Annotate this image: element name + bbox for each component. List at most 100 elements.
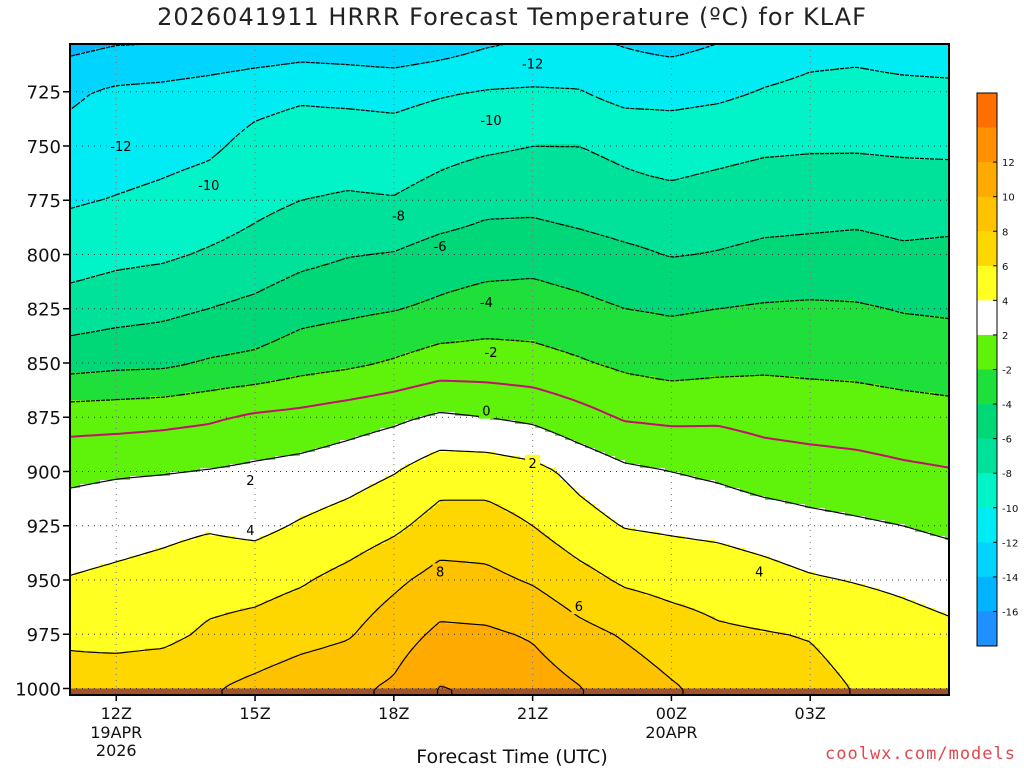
shade-cell: [520, 116, 526, 121]
shade-cell: [375, 132, 381, 137]
shade-cell: [435, 148, 441, 153]
shade-cell: [815, 108, 821, 113]
shade-cell: [105, 56, 111, 61]
shade-cell: [820, 52, 826, 57]
shade-cell: [385, 144, 391, 149]
shade-cell: [355, 128, 361, 133]
shade-cell: [405, 48, 411, 53]
shade-cell: [375, 88, 381, 93]
shade-cell: [400, 120, 406, 125]
shade-cell: [680, 48, 686, 53]
shade-cell: [180, 140, 186, 145]
shade-cell: [540, 112, 546, 117]
shade-cell: [175, 152, 181, 157]
shade-cell: [380, 120, 386, 125]
shade-cell: [635, 152, 641, 157]
shade-cell: [550, 72, 556, 77]
shade-cell: [230, 80, 236, 85]
shade-cell: [350, 140, 356, 145]
shade-cell: [275, 60, 281, 65]
shade-cell: [685, 128, 691, 133]
shade-cell: [815, 76, 821, 81]
shade-cell: [860, 124, 866, 129]
shade-cell: [135, 116, 141, 121]
shade-cell: [770, 152, 776, 157]
shade-cell: [365, 48, 371, 53]
shade-cell: [870, 108, 876, 113]
shade-cell: [640, 100, 646, 105]
shade-cell: [195, 100, 201, 105]
shade-cell: [810, 132, 816, 137]
shade-cell: [365, 148, 371, 153]
shade-cell: [555, 64, 561, 69]
shade-cell: [360, 92, 366, 97]
shade-cell: [230, 108, 236, 113]
shade-cell: [245, 84, 251, 89]
shade-cell: [760, 148, 766, 153]
shade-cell: [880, 100, 886, 105]
shade-cell: [790, 108, 796, 113]
shade-cell: [765, 100, 771, 105]
shade-cell: [915, 120, 921, 125]
shade-cell: [600, 128, 606, 133]
shade-cell: [515, 120, 521, 125]
shade-cell: [355, 88, 361, 93]
shade-cell: [170, 128, 176, 133]
shade-cell: [800, 48, 806, 53]
shade-cell: [390, 124, 396, 129]
shade-cell: [115, 52, 121, 57]
shade-cell: [560, 52, 566, 57]
shade-cell: [145, 96, 151, 101]
shade-cell: [495, 48, 501, 53]
shade-cell: [705, 60, 711, 65]
shade-cell: [885, 136, 891, 141]
shade-cell: [290, 112, 296, 117]
shade-cell: [650, 136, 656, 141]
shade-cell: [635, 112, 641, 117]
shade-cell: [180, 72, 186, 77]
shade-cell: [395, 60, 401, 65]
shade-cell: [345, 88, 351, 93]
shade-cell: [330, 108, 336, 113]
shade-cell: [195, 68, 201, 73]
shade-cell: [135, 56, 141, 61]
shade-cell: [550, 108, 556, 113]
shade-cell: [910, 140, 916, 145]
shade-cell: [630, 116, 636, 121]
shade-cell: [265, 48, 271, 53]
shade-cell: [240, 108, 246, 113]
shade-cell: [490, 136, 496, 141]
shade-cell: [890, 96, 896, 101]
shade-cell: [635, 144, 641, 149]
shade-cell: [170, 52, 176, 57]
shade-cell: [470, 124, 476, 129]
shade-cell: [460, 124, 466, 129]
shade-cell: [790, 68, 796, 73]
shade-cell: [780, 84, 786, 89]
shade-cell: [680, 132, 686, 137]
shade-cell: [235, 80, 241, 85]
shade-cell: [710, 152, 716, 157]
shade-cell: [805, 64, 811, 69]
shade-cell: [825, 52, 831, 57]
shade-cell: [895, 80, 901, 85]
shade-cell: [700, 136, 706, 141]
shade-cell: [190, 48, 196, 53]
shade-cell: [590, 76, 596, 81]
shade-cell: [180, 148, 186, 153]
shade-cell: [620, 68, 626, 73]
shade-cell: [625, 88, 631, 93]
shade-cell: [835, 60, 841, 65]
shade-cell: [925, 136, 931, 141]
shade-cell: [365, 120, 371, 125]
shade-cell: [835, 104, 841, 109]
shade-cell: [905, 116, 911, 121]
shade-cell: [105, 76, 111, 81]
shade-cell: [345, 92, 351, 97]
shade-cell: [605, 108, 611, 113]
shade-cell: [745, 116, 751, 121]
shade-cell: [930, 152, 936, 157]
shade-cell: [145, 80, 151, 85]
shade-cell: [745, 124, 751, 129]
shade-cell: [520, 104, 526, 109]
